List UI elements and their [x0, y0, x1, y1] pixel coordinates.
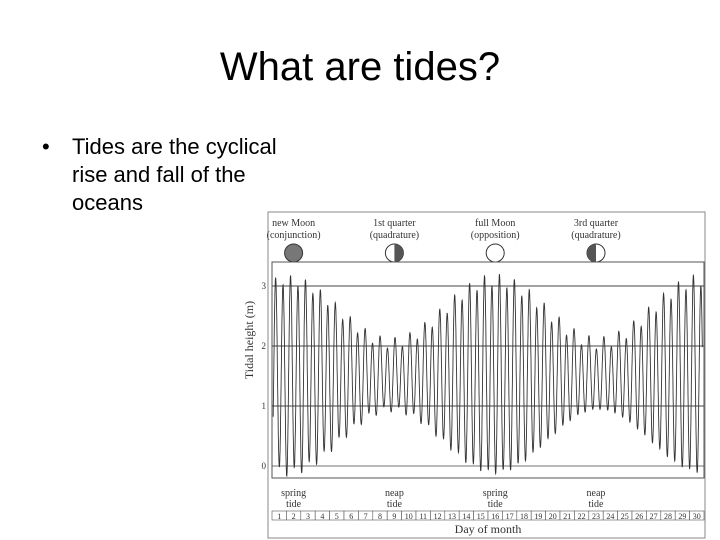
x-tick-box — [329, 510, 345, 521]
bullet-dot: • — [42, 134, 50, 159]
x-tick-label: 27 — [650, 512, 658, 521]
x-tick-box — [314, 510, 330, 521]
x-tick-label: 10 — [405, 512, 413, 521]
x-tick-box — [401, 510, 417, 521]
x-tick-box — [458, 510, 474, 521]
tide-label-line2: tide — [286, 499, 302, 510]
slide-title: What are tides? — [219, 45, 501, 89]
figure-frame — [267, 211, 706, 539]
x-tick-label: 21 — [563, 512, 571, 521]
x-tick-box — [545, 510, 561, 521]
x-tick-label: 5 — [335, 512, 339, 521]
x-tick-box — [286, 510, 302, 521]
tide-series-line — [272, 273, 703, 478]
tide-label-line2: tide — [387, 499, 403, 510]
x-tick-box — [646, 510, 662, 521]
x-tick-box — [415, 510, 431, 521]
moon-phase-sublabel: (quadrature) — [571, 230, 620, 241]
moon-phase-sublabel: (quadrature) — [370, 230, 419, 241]
x-tick-box — [674, 510, 690, 521]
bullet-line-3: oceans — [72, 190, 143, 215]
x-tick-label: 7 — [364, 512, 368, 521]
x-tick-label: 29 — [678, 512, 686, 521]
x-tick-box — [300, 510, 316, 521]
quarter-moon-icon — [384, 243, 404, 263]
moon-phase-sublabel: (opposition) — [471, 230, 520, 241]
x-tick-label: 9 — [392, 512, 396, 521]
x-tick-box — [502, 510, 518, 521]
x-tick-box — [473, 510, 489, 521]
x-tick-label: 16 — [491, 512, 499, 521]
moon-phase-label: new Moon — [272, 218, 315, 229]
x-tick-box — [343, 510, 359, 521]
x-tick-box — [430, 510, 446, 521]
x-tick-label: 1 — [277, 512, 281, 521]
x-tick-box — [530, 510, 546, 521]
x-tick-label: 23 — [592, 512, 600, 521]
tide-label-line1: spring — [483, 488, 508, 499]
y-tick-label: 0 — [262, 461, 267, 471]
quarter-moon-icon — [586, 243, 606, 263]
tide-label-line1: neap — [587, 488, 606, 499]
moon-phase-label: full Moon — [475, 218, 515, 229]
x-tick-label: 25 — [621, 512, 629, 521]
x-tick-box — [574, 510, 590, 521]
bullet-line-1: Tides are the cyclical — [72, 134, 277, 159]
x-tick-label: 19 — [534, 512, 542, 521]
x-tick-label: 30 — [693, 512, 701, 521]
x-tick-label: 15 — [477, 512, 485, 521]
moon-phase-sublabel: (conjunction) — [267, 230, 321, 241]
x-tick-box — [689, 510, 705, 521]
y-tick-label: 1 — [262, 401, 267, 411]
tide-label-line1: spring — [281, 488, 306, 499]
x-tick-label: 17 — [506, 512, 514, 521]
x-tick-box — [631, 510, 647, 521]
x-tick-label: 8 — [378, 512, 382, 521]
x-tick-label: 13 — [448, 512, 456, 521]
x-tick-label: 2 — [292, 512, 296, 521]
y-axis-label: Tidal height (m) — [242, 301, 256, 379]
x-tick-label: 26 — [635, 512, 643, 521]
x-tick-box — [487, 510, 503, 521]
moon-phase-label: 1st quarter — [373, 218, 416, 229]
x-tick-box — [271, 510, 287, 521]
x-tick-label: 24 — [606, 512, 614, 521]
tide-label-line1: neap — [385, 488, 404, 499]
x-tick-label: 14 — [462, 512, 470, 521]
x-tick-label: 12 — [434, 512, 442, 521]
x-tick-box — [516, 510, 532, 521]
plot-area — [271, 261, 705, 479]
full-moon-icon — [485, 243, 505, 263]
x-tick-label: 3 — [306, 512, 310, 521]
x-tick-label: 4 — [320, 512, 324, 521]
y-tick-label: 3 — [262, 281, 267, 291]
x-tick-label: 28 — [664, 512, 672, 521]
x-tick-box — [386, 510, 402, 521]
x-tick-label: 6 — [349, 512, 353, 521]
x-tick-label: 11 — [419, 512, 427, 521]
x-tick-label: 20 — [549, 512, 557, 521]
bullet-text: Tides are the cyclical rise and fall of … — [72, 133, 322, 217]
bullet-line-2: rise and fall of the — [72, 162, 246, 187]
moon-phase-label: 3rd quarter — [574, 218, 619, 229]
new-moon-icon — [284, 243, 304, 263]
tide-label-line2: tide — [589, 499, 605, 510]
x-tick-label: 18 — [520, 512, 528, 521]
x-tick-box — [602, 510, 618, 521]
x-tick-box — [660, 510, 676, 521]
x-tick-box — [617, 510, 633, 521]
y-tick-label: 2 — [262, 341, 267, 351]
x-axis-label: Day of month — [455, 522, 522, 536]
x-tick-box — [559, 510, 575, 521]
tide-label-line2: tide — [488, 499, 504, 510]
x-tick-box — [372, 510, 388, 521]
x-tick-box — [588, 510, 604, 521]
x-tick-box — [444, 510, 460, 521]
x-tick-box — [358, 510, 374, 521]
x-tick-label: 22 — [578, 512, 586, 521]
